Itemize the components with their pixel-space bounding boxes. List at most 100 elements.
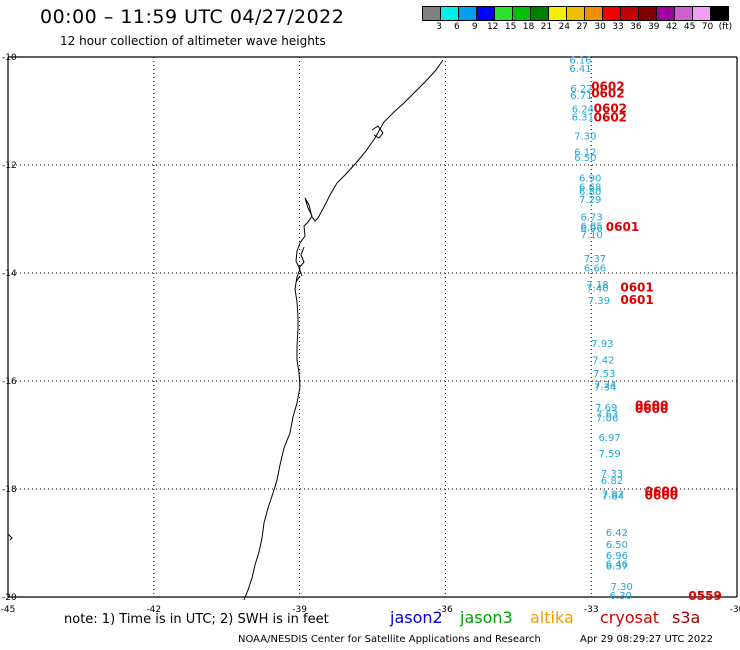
coastline — [243, 59, 444, 601]
swh-value-label: 7.53 — [593, 369, 615, 380]
swh-value-label: 6.41 — [569, 64, 591, 75]
pass-time-label: 0601 — [620, 293, 653, 307]
y-tick-label: -16 — [2, 377, 17, 387]
swh-value-label: 6.31 — [572, 112, 594, 123]
units-note: note: 1) Time is in UTC; 2) SWH is in fe… — [64, 612, 329, 627]
swh-value-label: 6.96 — [606, 551, 628, 562]
legend-swatch — [710, 6, 729, 21]
x-tick-label: -30 — [730, 605, 740, 615]
swh-value-label: 6.12 — [574, 148, 596, 159]
satellite-jason3: jason3 — [460, 608, 513, 627]
legend-tick-label: 15 — [504, 22, 517, 32]
swh-value-label: 6.46 — [606, 560, 628, 571]
swh-value-label: 6.90 — [579, 173, 601, 184]
legend-tick-label: 45 — [683, 22, 696, 32]
legend-tick-label: 9 — [471, 22, 478, 32]
map-grid — [7, 56, 738, 598]
swh-value-label: 6.22 — [570, 84, 592, 95]
swh-value-label: 6.96 — [581, 224, 603, 235]
pass-time-label: 0602 — [594, 101, 627, 115]
swh-value-label: 6.30 — [610, 591, 632, 602]
swh-value-label: 7.37 — [584, 254, 606, 265]
swh-value-label: 7.24 — [594, 380, 616, 391]
swh-value-label: 6.68 — [579, 183, 601, 194]
generation-timestamp: Apr 29 08:29:27 UTC 2022 — [580, 634, 713, 645]
swh-value-label: 6.73 — [581, 212, 603, 223]
satellite-cryosat: cryosat — [600, 608, 660, 627]
swh-value-label: 7.39 — [588, 296, 610, 307]
pass-time-label: 0602 — [591, 80, 624, 94]
pass-time-label: 0600 — [645, 488, 678, 502]
credit-line: NOAA/NESDIS Center for Satellite Applica… — [238, 634, 541, 645]
swh-value-label: 6.71 — [570, 91, 592, 102]
legend-tick-label: 36 — [630, 22, 642, 32]
pass-time-label: 0602 — [591, 87, 624, 101]
satellite-altika: altika — [530, 608, 574, 627]
swh-value-label: 7.10 — [581, 230, 603, 241]
legend-tick-label: 21 — [540, 22, 553, 32]
page-subtitle: 12 hour collection of altimeter wave hei… — [60, 34, 326, 48]
coast-inlet-detail — [295, 125, 384, 283]
swh-value-label: 7.69 — [595, 403, 617, 414]
swh-value-label: 6.85 — [581, 221, 603, 232]
swh-value-label: 7.30 — [611, 582, 633, 593]
y-tick-label: -10 — [2, 53, 17, 63]
swh-value-label: 6.42 — [606, 528, 628, 539]
legend-tick-label: 30 — [594, 22, 606, 32]
swh-value-label: 6.50 — [606, 540, 628, 551]
x-tick-label: -39 — [292, 605, 307, 615]
swh-value-label: 6.80 — [579, 187, 601, 198]
legend-tick-label: 6 — [454, 22, 460, 32]
x-tick-label: -45 — [1, 605, 16, 615]
pass-time-label: 0600 — [635, 398, 668, 412]
swh-value-label: 7.30 — [574, 131, 596, 142]
pass-time-label: 0601 — [606, 220, 639, 234]
legend-tick-label: 27 — [576, 22, 588, 32]
satellite-jason2: jason2 — [390, 608, 443, 627]
swh-value-label: 6.97 — [598, 433, 620, 444]
swh-value-label: 6.24 — [572, 104, 594, 115]
swh-labels: 6.166.416.226.716.246.317.306.126.506.90… — [569, 56, 633, 602]
pass-time-label: 0602 — [594, 110, 627, 124]
page-title: 00:00 – 11:59 UTC 04/27/2022 — [40, 6, 345, 28]
swh-value-label: 6.50 — [574, 153, 596, 164]
legend-tick-label: 3 — [436, 22, 442, 32]
swh-value-label: 6.37 — [606, 562, 628, 573]
swh-value-label: 7.42 — [592, 355, 614, 366]
swh-value-label: 7.29 — [579, 195, 601, 206]
y-tick-label: -12 — [2, 161, 17, 171]
swh-value-label: 7.59 — [598, 449, 620, 460]
swh-value-label: 6.16 — [569, 56, 591, 67]
y-tick-label: -18 — [2, 485, 17, 495]
legend-swatches — [422, 6, 740, 21]
x-tick-label: -42 — [146, 605, 161, 615]
y-tick-label: -14 — [2, 269, 17, 279]
swh-value-label: 7.82 — [602, 489, 624, 500]
swh-value-label: 7.18 — [586, 280, 608, 291]
swh-value-label: 7.93 — [591, 339, 613, 350]
legend-tick-label: (ft) — [718, 22, 733, 32]
swh-value-label: 7.84 — [602, 491, 624, 502]
legend-tick-label: 12 — [486, 22, 499, 32]
color-legend: 3 6 9 12 15 18 21 24 27 30 33 36 39 42 45 70 (ft) — [422, 6, 740, 33]
legend-tick-label: 18 — [522, 22, 535, 32]
pass-time-labels: 0602060206020602060106010601060006000600… — [591, 80, 722, 603]
pass-time-label: 0600 — [645, 485, 678, 499]
legend-tick-label: 39 — [648, 22, 660, 32]
x-tick-label: -36 — [438, 605, 453, 615]
satellite-s3a: s3a — [672, 608, 701, 627]
swh-value-label: 7.40 — [586, 284, 608, 295]
swh-value-label: 7.06 — [596, 414, 618, 425]
swh-value-label: 7.34 — [594, 382, 616, 393]
swh-value-label: 6.66 — [584, 264, 606, 275]
pass-time-label: 0601 — [620, 281, 653, 295]
map-axis-labels: -45 -42 -39 -36 -33 -30 -10 -12 -14 -16 -18 -20 — [1, 53, 740, 615]
swh-value-label: 7.33 — [601, 469, 623, 480]
legend-tick-label: 70 — [701, 22, 714, 32]
x-tick-label: -33 — [584, 605, 599, 615]
legend-tick-label: 42 — [665, 22, 678, 32]
island-speck — [7, 533, 13, 541]
pass-time-label: 0600 — [635, 402, 668, 416]
pass-time-label: 0559 — [688, 589, 721, 603]
